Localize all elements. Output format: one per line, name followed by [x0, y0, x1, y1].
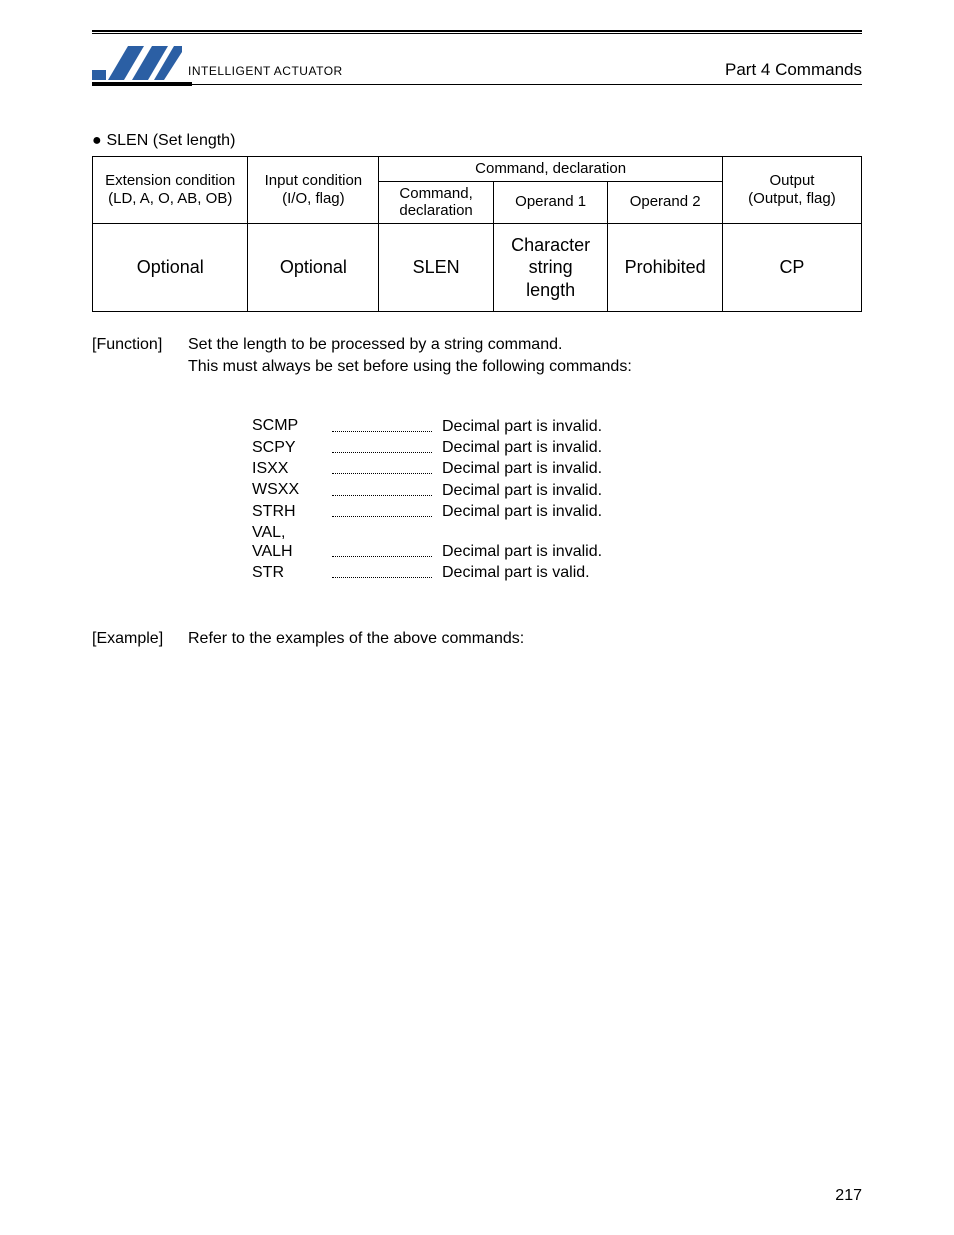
command-name: WSXX	[252, 481, 332, 499]
th-op2: Operand 2	[608, 182, 723, 224]
th-out-l2: (Output, flag)	[725, 190, 859, 208]
command-name: SCPY	[252, 439, 332, 457]
command-list-row: SCMP Decimal part is invalid.	[252, 417, 862, 435]
th-extension: Extension condition (LD, A, O, AB, OB)	[93, 157, 248, 224]
page: INTELLIGENT ACTUATOR Part 4 Commands ● S…	[0, 0, 954, 1235]
th-inp-l1: Input condition	[250, 172, 376, 190]
th-cmd-group: Command, declaration	[379, 157, 723, 182]
command-table: Extension condition (LD, A, O, AB, OB) I…	[92, 156, 862, 312]
td-ext: Optional	[93, 223, 248, 312]
td-op1-text: Characterstringlength	[496, 234, 606, 302]
th-cmd-sub-text: Command,declaration	[381, 185, 491, 220]
example-block: [Example] Refer to the examples of the a…	[92, 630, 862, 648]
command-list-row: STR Decimal part is valid.	[252, 564, 862, 582]
td-op1: Characterstringlength	[493, 223, 608, 312]
leader-dots	[332, 495, 432, 496]
example-label: [Example]	[92, 630, 188, 648]
td-op2: Prohibited	[608, 223, 723, 312]
leader-dots	[332, 577, 432, 578]
section-title-text: SLEN (Set length)	[106, 132, 235, 149]
function-line2: This must always be set before using the…	[188, 356, 862, 378]
section-title: ● SLEN (Set length)	[92, 132, 862, 150]
th-output: Output (Output, flag)	[722, 157, 861, 224]
command-desc: Decimal part is invalid.	[442, 543, 602, 561]
th-ext-l2: (LD, A, O, AB, OB)	[95, 190, 245, 208]
leader-dots	[332, 473, 432, 474]
command-list-row: VAL,VALH Decimal part is invalid.	[252, 524, 862, 561]
content-area: ● SLEN (Set length) Extension condition …	[92, 132, 862, 648]
command-desc: Decimal part is invalid.	[442, 460, 602, 478]
command-list-row: WSXX Decimal part is invalid.	[252, 481, 862, 499]
function-label: [Function]	[92, 334, 188, 377]
th-ext-l1: Extension condition	[95, 172, 245, 190]
logo-text: INTELLIGENT ACTUATOR	[188, 64, 343, 80]
command-desc: Decimal part is invalid.	[442, 439, 602, 457]
command-name: ISXX	[252, 460, 332, 478]
page-number: 217	[835, 1187, 862, 1205]
command-name: VAL,VALH	[252, 524, 332, 561]
th-out-l1: Output	[725, 172, 859, 190]
td-cmd: SLEN	[379, 223, 494, 312]
leader-dots	[332, 452, 432, 453]
command-name: SCMP	[252, 417, 332, 435]
top-double-rule	[92, 30, 862, 34]
leader-dots	[332, 516, 432, 517]
command-list-row: STRH Decimal part is invalid.	[252, 503, 862, 521]
command-desc: Decimal part is invalid.	[442, 482, 602, 500]
th-cmd-sub: Command,declaration	[379, 182, 494, 224]
leader-dots	[332, 556, 432, 557]
th-op1: Operand 1	[493, 182, 608, 224]
header-row: INTELLIGENT ACTUATOR Part 4 Commands	[92, 40, 862, 80]
command-desc: Decimal part is invalid.	[442, 503, 602, 521]
function-block: [Function] Set the length to be processe…	[92, 334, 862, 377]
command-desc: Decimal part is invalid.	[442, 418, 602, 436]
command-name: STRH	[252, 503, 332, 521]
command-name: STR	[252, 564, 332, 582]
example-text: Refer to the examples of the above comma…	[188, 630, 862, 648]
logo-block: INTELLIGENT ACTUATOR	[92, 40, 343, 80]
command-list-row: SCPY Decimal part is invalid.	[252, 439, 862, 457]
command-list-row: ISXX Decimal part is invalid.	[252, 460, 862, 478]
leader-dots	[332, 431, 432, 432]
th-input: Input condition (I/O, flag)	[248, 157, 379, 224]
td-out: CP	[722, 223, 861, 312]
th-inp-l2: (I/O, flag)	[250, 190, 376, 208]
command-list: SCMP Decimal part is invalid. SCPY Decimal …	[252, 417, 862, 582]
header-part-label: Part 4 Commands	[725, 60, 862, 80]
header-underline	[92, 82, 862, 86]
function-line1: Set the length to be processed by a stri…	[188, 334, 862, 356]
bullet-icon: ●	[92, 132, 102, 150]
logo-icon	[92, 40, 182, 80]
function-text: Set the length to be processed by a stri…	[188, 334, 862, 377]
td-inp: Optional	[248, 223, 379, 312]
command-desc: Decimal part is valid.	[442, 564, 590, 582]
